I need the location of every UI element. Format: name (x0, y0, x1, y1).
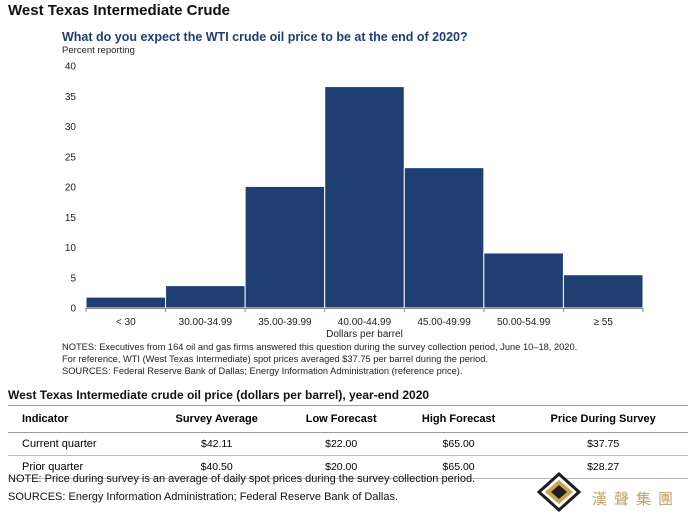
y-tick-label: 5 (70, 273, 76, 284)
bar-1 (165, 285, 246, 309)
header-high-forecast: High Forecast (398, 405, 519, 433)
x-tick-label: 50.00-54.99 (497, 317, 551, 328)
table-note: NOTE: Price during survey is an average … (8, 473, 476, 485)
x-tick-label: ≥ 55 (594, 317, 614, 328)
cell-low-forecast: $22.00 (283, 432, 399, 456)
y-tick-label: 15 (65, 213, 77, 224)
bar-3 (324, 86, 405, 309)
cell-indicator: Prior quarter (8, 455, 150, 479)
bar-0 (85, 296, 167, 309)
chart-title: What do you expect the WTI crude oil pri… (62, 30, 468, 44)
cell-survey-average: $42.11 (149, 432, 284, 456)
x-tick-label: 30.00-34.99 (179, 317, 233, 328)
page-title: West Texas Intermediate Crude (8, 2, 231, 19)
cell-high-forecast: $65.00 (398, 455, 519, 479)
table-row: Current quarter $42.11 $22.00 $65.00 $37… (8, 432, 688, 456)
cell-price-during-survey: $28.27 (518, 455, 688, 479)
table-header-row: Indicator Survey Average Low Forecast Hi… (8, 405, 688, 433)
bar-6 (562, 274, 644, 309)
note-line-1: NOTES: Executives from 164 oil and gas f… (62, 342, 578, 352)
x-tick-label: 40.00-44.99 (338, 317, 392, 328)
y-tick-label: 25 (65, 152, 77, 163)
header-low-forecast: Low Forecast (283, 405, 399, 433)
y-tick-label: 35 (65, 92, 77, 103)
x-tick-label: < 30 (116, 317, 136, 328)
cell-indicator: Current quarter (8, 432, 150, 456)
x-tick-label: 45.00-49.99 (417, 317, 471, 328)
y-axis-label: Percent reporting (62, 45, 135, 56)
header-indicator: Indicator (8, 405, 150, 433)
y-tick-label: 30 (65, 122, 77, 133)
bars-group (85, 86, 644, 309)
cell-price-during-survey: $37.75 (518, 432, 688, 456)
x-tick-label: 35.00-39.99 (258, 317, 312, 328)
bar-2 (244, 185, 326, 309)
chart-notes: NOTES: Executives from 164 oil and gas f… (62, 341, 662, 377)
watermark-text: 漢聲集團 (592, 490, 681, 508)
table-title: West Texas Intermediate crude oil price … (8, 388, 430, 402)
cell-survey-average: $40.50 (149, 455, 284, 479)
x-ticks-group: < 30 30.00-34.99 35.00-39.99 40.00-44.99 45.… (85, 308, 644, 328)
header-price-during-survey: Price During Survey (518, 405, 688, 433)
table-sources: SOURCES: Energy Information Administrati… (8, 491, 399, 503)
x-axis-title: Dollars per barrel (326, 329, 403, 340)
table-row: Prior quarter $40.50 $20.00 $65.00 $28.2… (8, 455, 688, 479)
bar-5 (483, 252, 564, 309)
diamond-logo-icon (537, 472, 582, 512)
y-tick-label: 40 (65, 62, 77, 73)
note-line-2: For reference, WTI (West Texas Intermedi… (62, 354, 488, 364)
y-tick-label: 20 (65, 183, 77, 194)
cell-low-forecast: $20.00 (283, 455, 399, 479)
y-ticks-group: 0 5 10 15 20 25 30 35 40 (65, 62, 77, 315)
note-line-3: SOURCES: Federal Reserve Bank of Dallas;… (62, 366, 463, 376)
y-tick-label: 10 (65, 243, 77, 254)
cell-high-forecast: $65.00 (398, 432, 519, 456)
price-table: Indicator Survey Average Low Forecast Hi… (8, 405, 688, 479)
y-tick-label: 0 (70, 304, 76, 315)
histogram-chart: 0 5 10 15 20 25 30 35 40 < 30 30.00-34.99 35.00-39… (65, 62, 644, 340)
bar-4 (403, 167, 485, 309)
header-survey-average: Survey Average (149, 405, 284, 433)
